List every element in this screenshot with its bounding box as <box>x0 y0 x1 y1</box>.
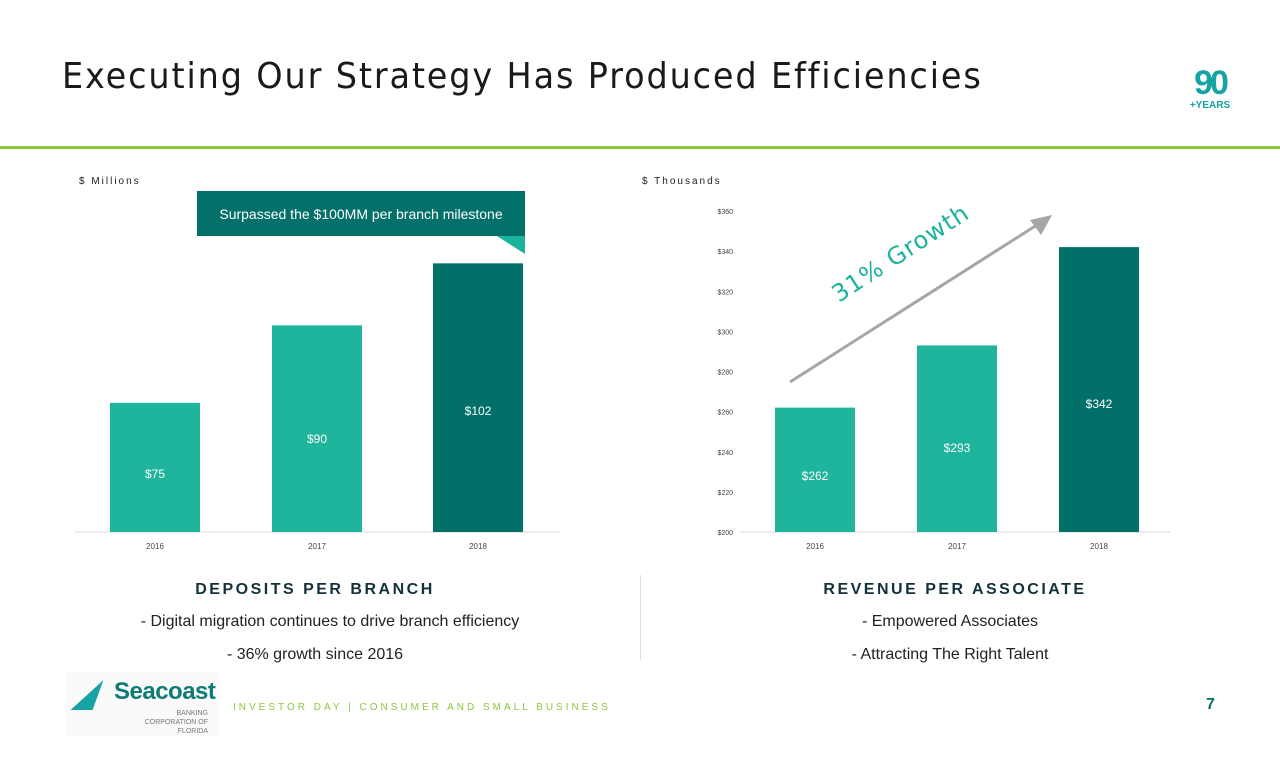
x-tick-label: 2016 <box>146 542 164 551</box>
data-label: $102 <box>465 404 492 418</box>
left-bullet: - 36% growth since 2016 <box>226 646 404 663</box>
data-label: $342 <box>1086 397 1113 411</box>
y-tick-label: $260 <box>717 410 733 417</box>
data-label: $293 <box>944 441 971 455</box>
header-divider <box>0 146 1280 149</box>
y-tick-label: $360 <box>717 209 733 216</box>
bar <box>110 402 200 532</box>
callout-tail <box>497 236 525 254</box>
x-tick-label: 2017 <box>948 542 966 551</box>
bar <box>775 407 855 532</box>
page-title: Executing Our Strategy Has Produced Effi… <box>62 56 983 97</box>
column-divider <box>640 575 641 660</box>
growth-arrow-line <box>789 221 1041 384</box>
seacoast-logo: Seacoast BANKING CORPORATION OF FLORIDA <box>66 672 220 736</box>
bar <box>917 345 997 532</box>
right-unit-label: $ Thousands <box>642 176 722 187</box>
left-chart-title: DEPOSITS PER BRANCH <box>195 581 435 598</box>
y-tick-label: $320 <box>717 289 733 296</box>
right-bullet: - Empowered Associates <box>861 613 1039 630</box>
left-bullet: - Digital migration continues to drive b… <box>140 613 520 630</box>
right-bullet: - Attracting The Right Talent <box>851 646 1049 663</box>
footer-text: INVESTOR DAY | CONSUMER AND SMALL BUSINE… <box>233 702 611 713</box>
sail-icon <box>70 680 104 710</box>
y-tick-label: $300 <box>717 329 733 336</box>
bar <box>272 325 362 532</box>
y-tick-label: $220 <box>717 490 733 497</box>
90-years-logo: 90 +YEARS <box>1189 64 1231 111</box>
milestone-callout: Surpassed the $100MM per branch mileston… <box>197 191 525 236</box>
x-tick-label: 2018 <box>469 542 487 551</box>
left-unit-label: $ Millions <box>79 176 141 187</box>
right-chart-title: REVENUE PER ASSOCIATE <box>823 581 1087 598</box>
x-tick-label: 2016 <box>806 542 824 551</box>
y-tick-label: $240 <box>717 450 733 457</box>
page-number: 7 <box>1206 696 1215 713</box>
y-tick-label: $280 <box>717 370 733 377</box>
data-label: $90 <box>307 432 327 446</box>
y-tick-label: $200 <box>717 530 733 537</box>
bar <box>1059 247 1139 533</box>
data-label: $75 <box>145 467 165 481</box>
growth-arrow-head <box>1030 215 1052 235</box>
x-tick-label: 2017 <box>308 542 326 551</box>
data-label: $262 <box>802 469 829 483</box>
bar <box>433 263 523 532</box>
x-tick-label: 2018 <box>1090 542 1108 551</box>
y-tick-label: $340 <box>717 249 733 256</box>
